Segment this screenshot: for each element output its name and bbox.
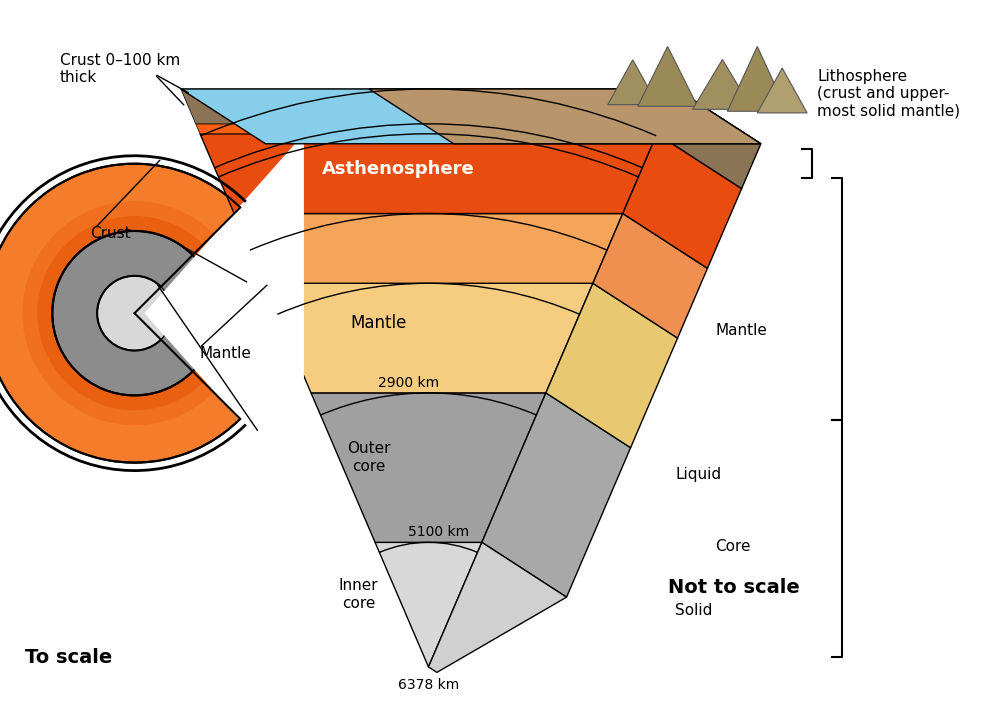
Circle shape	[22, 201, 247, 425]
Text: Solid: Solid	[676, 603, 713, 618]
Polygon shape	[375, 542, 482, 667]
Text: Mantle: Mantle	[716, 323, 767, 338]
Circle shape	[52, 231, 217, 395]
Text: Lithosphere
(crust and upper-
most solid mantle): Lithosphere (crust and upper- most solid…	[817, 69, 960, 119]
Polygon shape	[546, 283, 678, 448]
Text: To scale: To scale	[25, 648, 112, 667]
Text: Asthenosphere: Asthenosphere	[322, 160, 475, 178]
Polygon shape	[757, 68, 807, 113]
Text: Mantle: Mantle	[200, 346, 251, 361]
Polygon shape	[200, 134, 657, 213]
Text: Core: Core	[716, 539, 750, 554]
Text: 2900 km: 2900 km	[378, 376, 439, 390]
Polygon shape	[428, 542, 567, 672]
Polygon shape	[196, 124, 662, 134]
Text: 5100 km: 5100 km	[408, 526, 469, 539]
Polygon shape	[482, 393, 631, 597]
Polygon shape	[608, 60, 658, 105]
Text: Outer
core: Outer core	[347, 442, 390, 474]
Polygon shape	[728, 46, 787, 111]
Text: 6378 km: 6378 km	[398, 678, 459, 692]
Polygon shape	[593, 213, 708, 338]
Polygon shape	[181, 89, 760, 144]
Text: Crust 0–100 km
thick: Crust 0–100 km thick	[60, 53, 180, 85]
Text: Not to scale: Not to scale	[668, 578, 799, 597]
Polygon shape	[181, 89, 676, 124]
Polygon shape	[369, 89, 760, 144]
Polygon shape	[693, 59, 752, 109]
Text: Crust: Crust	[90, 226, 131, 241]
Polygon shape	[235, 213, 623, 283]
Circle shape	[37, 216, 232, 411]
Polygon shape	[623, 134, 742, 268]
Circle shape	[97, 275, 172, 351]
Polygon shape	[145, 134, 304, 492]
Text: Liquid: Liquid	[676, 466, 722, 482]
Circle shape	[0, 179, 269, 448]
Text: Inner
core: Inner core	[339, 578, 378, 611]
Polygon shape	[264, 283, 593, 393]
Polygon shape	[657, 89, 760, 189]
Polygon shape	[638, 46, 698, 106]
Polygon shape	[311, 393, 546, 542]
Wedge shape	[0, 163, 284, 463]
Text: Mantle: Mantle	[350, 314, 407, 332]
